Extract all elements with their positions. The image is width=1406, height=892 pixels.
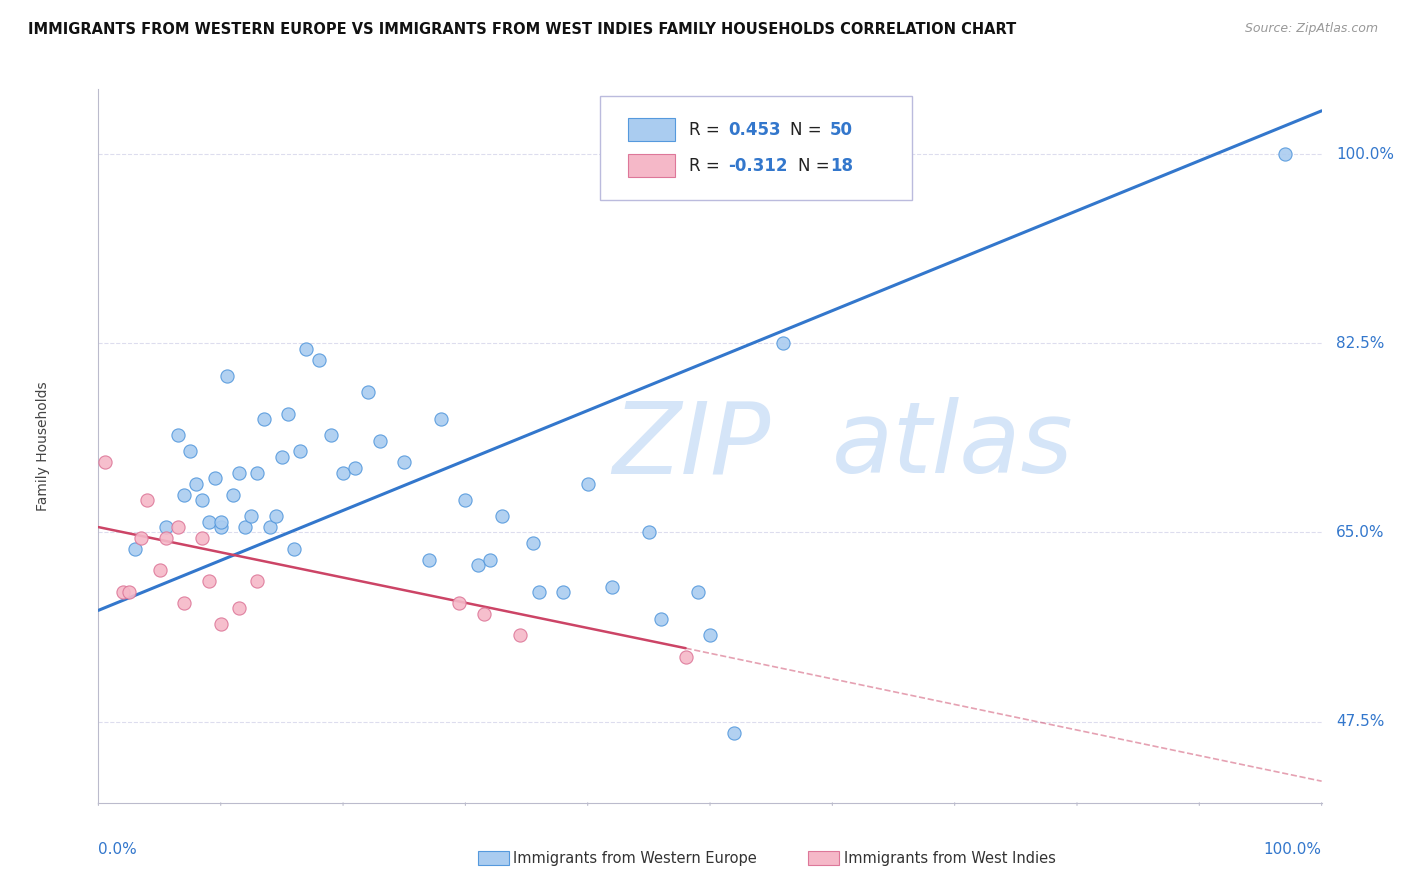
Text: Immigrants from West Indies: Immigrants from West Indies	[844, 851, 1056, 865]
Point	[222, 488, 245, 502]
Point	[149, 563, 172, 577]
Point	[308, 352, 330, 367]
Point	[167, 520, 190, 534]
Point	[319, 428, 342, 442]
Text: 0.453: 0.453	[728, 121, 780, 139]
Point	[233, 520, 256, 534]
Point	[259, 520, 281, 534]
Point	[252, 412, 274, 426]
Text: R =: R =	[689, 121, 725, 139]
Text: Source: ZipAtlas.com: Source: ZipAtlas.com	[1244, 22, 1378, 36]
Point	[246, 466, 269, 480]
Point	[155, 531, 177, 545]
Text: Immigrants from Western Europe: Immigrants from Western Europe	[513, 851, 756, 865]
Point	[772, 336, 794, 351]
Point	[1274, 147, 1296, 161]
Point	[356, 384, 378, 399]
Text: 82.5%: 82.5%	[1336, 335, 1385, 351]
Point	[699, 628, 721, 642]
Point	[283, 541, 305, 556]
FancyBboxPatch shape	[600, 96, 912, 200]
Point	[136, 493, 159, 508]
Text: 0.0%: 0.0%	[98, 842, 138, 857]
Point	[637, 525, 661, 540]
Point	[264, 509, 287, 524]
Point	[600, 580, 623, 594]
Point	[186, 476, 208, 491]
Point	[93, 455, 115, 469]
Point	[155, 520, 177, 534]
Text: N =: N =	[799, 157, 835, 175]
Point	[332, 466, 354, 480]
Point	[209, 515, 232, 529]
Point	[553, 585, 575, 599]
Point	[191, 493, 214, 508]
Text: 65.0%: 65.0%	[1336, 525, 1385, 540]
Point	[522, 536, 544, 550]
Point	[478, 552, 501, 566]
Text: R =: R =	[689, 157, 725, 175]
Text: 47.5%: 47.5%	[1336, 714, 1385, 729]
Text: -0.312: -0.312	[728, 157, 787, 175]
Point	[270, 450, 294, 464]
Point	[491, 509, 513, 524]
Point	[430, 412, 453, 426]
Point	[723, 725, 745, 739]
Point	[240, 509, 263, 524]
Point	[204, 471, 226, 485]
Point	[228, 601, 250, 615]
Point	[509, 628, 531, 642]
Text: atlas: atlas	[832, 398, 1074, 494]
Point	[344, 460, 367, 475]
Point	[111, 585, 134, 599]
Point	[129, 531, 152, 545]
Point	[167, 428, 190, 442]
Text: N =: N =	[790, 121, 827, 139]
Text: Family Households: Family Households	[37, 381, 51, 511]
Point	[576, 476, 599, 491]
Point	[454, 493, 477, 508]
Point	[228, 466, 250, 480]
FancyBboxPatch shape	[628, 154, 675, 177]
Point	[527, 585, 550, 599]
Point	[449, 596, 471, 610]
Point	[368, 434, 391, 448]
Point	[209, 617, 232, 632]
Point	[179, 444, 201, 458]
Point	[277, 407, 299, 421]
Point	[124, 541, 146, 556]
Text: ZIP: ZIP	[612, 398, 770, 494]
Point	[295, 342, 318, 356]
Point	[197, 515, 219, 529]
FancyBboxPatch shape	[628, 119, 675, 141]
Point	[197, 574, 219, 589]
Point	[191, 531, 214, 545]
Text: IMMIGRANTS FROM WESTERN EUROPE VS IMMIGRANTS FROM WEST INDIES FAMILY HOUSEHOLDS : IMMIGRANTS FROM WESTERN EUROPE VS IMMIGR…	[28, 22, 1017, 37]
Point	[209, 520, 232, 534]
Text: 50: 50	[830, 121, 853, 139]
Point	[472, 607, 495, 621]
Point	[467, 558, 489, 572]
Point	[650, 612, 672, 626]
Point	[118, 585, 141, 599]
Text: 100.0%: 100.0%	[1336, 146, 1395, 161]
Point	[246, 574, 269, 589]
Point	[215, 368, 238, 383]
Point	[173, 488, 195, 502]
Text: 100.0%: 100.0%	[1264, 842, 1322, 857]
Point	[290, 444, 312, 458]
Point	[173, 596, 195, 610]
Point	[686, 585, 709, 599]
Point	[675, 649, 697, 664]
Point	[418, 552, 440, 566]
Text: 18: 18	[830, 157, 853, 175]
Point	[392, 455, 416, 469]
